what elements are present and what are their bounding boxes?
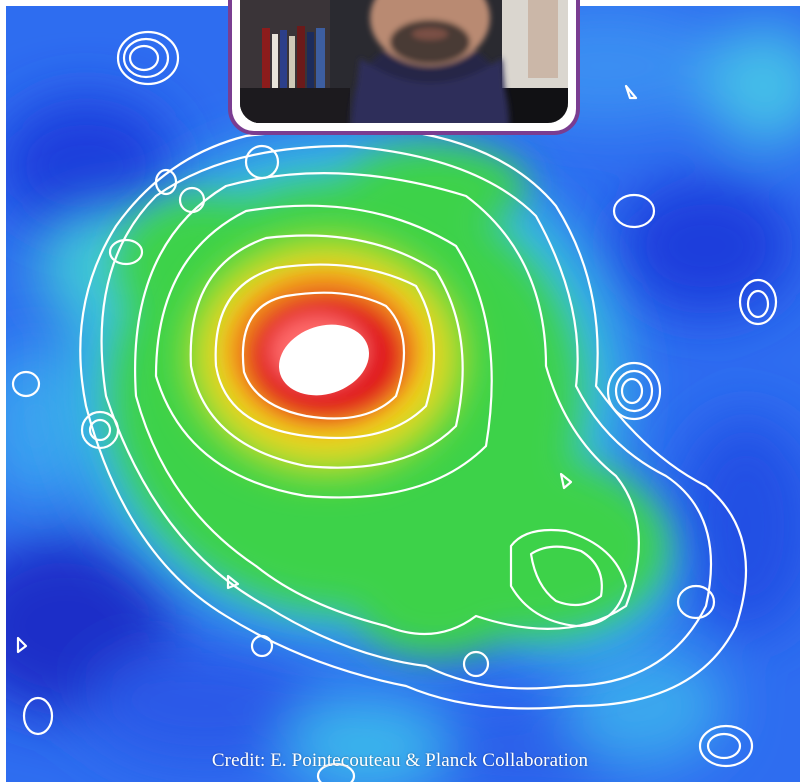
webcam-overlay	[228, 0, 580, 135]
bookshelf	[240, 26, 350, 123]
webcam-video	[240, 0, 568, 123]
person	[350, 0, 510, 123]
image-credit: Credit: E. Pointecouteau & Planck Collab…	[211, 750, 589, 771]
webcam-feed	[240, 0, 568, 123]
xray-contours	[11, 30, 778, 782]
cluster-peak	[279, 324, 369, 396]
